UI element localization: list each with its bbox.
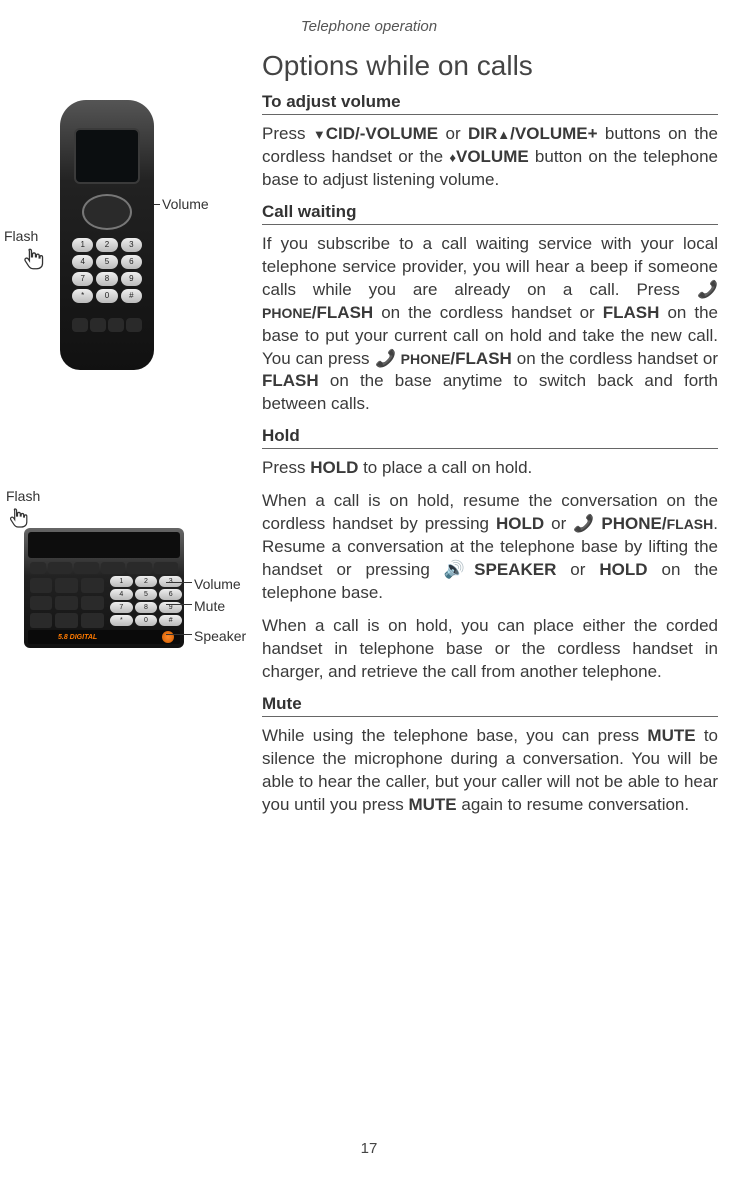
base-keypad: 1 2 3 4 5 6 7 8 9 * 0 #: [110, 576, 182, 626]
btn: [30, 562, 46, 574]
handset-illustration: 1 2 3 4 5 6 7 8 9 * 0 #: [60, 100, 154, 370]
digital-label: 5.8 DIGITAL: [58, 634, 97, 641]
page-title: Options while on calls: [262, 50, 718, 82]
btn: [90, 318, 106, 332]
speaker-icon: 🔊: [444, 560, 474, 579]
phone-icon: 📞: [573, 513, 594, 536]
key: 5: [96, 255, 117, 269]
key: *: [110, 615, 133, 626]
key: #: [121, 289, 142, 303]
leader-line: [166, 604, 192, 605]
flash-label: Flash: [6, 488, 40, 504]
key: 1: [72, 238, 93, 252]
key: 8: [135, 602, 158, 613]
btn: [101, 562, 125, 574]
key: 9: [121, 272, 142, 286]
speaker-label: Speaker: [194, 628, 246, 644]
key: 2: [135, 576, 158, 587]
section-heading: Hold: [262, 426, 718, 449]
btn: [126, 318, 142, 332]
paragraph: Press ▼CID/-VOLUME or DIR▲/VOLUME+ butto…: [262, 123, 718, 192]
paragraph: Press HOLD to place a call on hold.: [262, 457, 718, 480]
key: 5: [135, 589, 158, 600]
section-heading: Mute: [262, 694, 718, 717]
base-bottom-strip: 5.8 DIGITAL: [28, 630, 180, 644]
main-content: Options while on calls To adjust volume …: [262, 50, 718, 827]
pointer-hand-icon: [6, 506, 30, 530]
paragraph: When a call is on hold, resume the conve…: [262, 490, 718, 605]
paragraph: While using the telephone base, you can …: [262, 725, 718, 817]
key: 4: [72, 255, 93, 269]
btn: [74, 562, 98, 574]
key: 4: [110, 589, 133, 600]
key: 8: [96, 272, 117, 286]
leader-line: [166, 634, 192, 635]
handset-keypad: 1 2 3 4 5 6 7 8 9 * 0 #: [72, 238, 142, 303]
section-heading: Call waiting: [262, 202, 718, 225]
key: 6: [159, 589, 182, 600]
flash-label: Flash: [4, 228, 38, 244]
key: #: [159, 615, 182, 626]
key: 0: [135, 615, 158, 626]
btn: [72, 318, 88, 332]
key: 7: [72, 272, 93, 286]
page-number: 17: [0, 1140, 738, 1157]
handset-figure: Flash Volume 1 2 3 4 5 6 7 8 9 * 0 #: [30, 100, 230, 390]
volume-label: Volume: [162, 196, 209, 212]
base-lcd: [28, 532, 180, 558]
key: 7: [110, 602, 133, 613]
key: 0: [96, 289, 117, 303]
btn: [127, 562, 151, 574]
btn: [48, 562, 72, 574]
page-header: Telephone operation: [0, 0, 738, 35]
base-illustration: 1 2 3 4 5 6 7 8 9 * 0 # 5.8 DIGITAL: [24, 528, 184, 648]
key: 1: [110, 576, 133, 587]
handset-bottom-buttons: [72, 318, 142, 332]
base-left-buttons: [30, 578, 104, 628]
key: 2: [96, 238, 117, 252]
paragraph: When a call is on hold, you can place ei…: [262, 615, 718, 684]
phone-icon: 📞: [697, 279, 718, 302]
base-figure: Flash 1 2 3 4 5 6 7 8 9 * 0: [6, 510, 256, 690]
phone-icon: 📞: [375, 348, 396, 371]
key: 3: [121, 238, 142, 252]
key: *: [72, 289, 93, 303]
btn: [154, 562, 178, 574]
base-top-buttons: [30, 562, 178, 574]
section-heading: To adjust volume: [262, 92, 718, 115]
paragraph: If you subscribe to a call waiting servi…: [262, 233, 718, 417]
handset-screen: [74, 128, 140, 184]
speaker-button-icon: [162, 631, 174, 643]
leader-line: [166, 582, 192, 583]
volume-label: Volume: [194, 576, 241, 592]
nav-ring: [82, 194, 132, 230]
btn: [108, 318, 124, 332]
key: 6: [121, 255, 142, 269]
pointer-hand-icon: [20, 246, 46, 272]
mute-label: Mute: [194, 598, 225, 614]
